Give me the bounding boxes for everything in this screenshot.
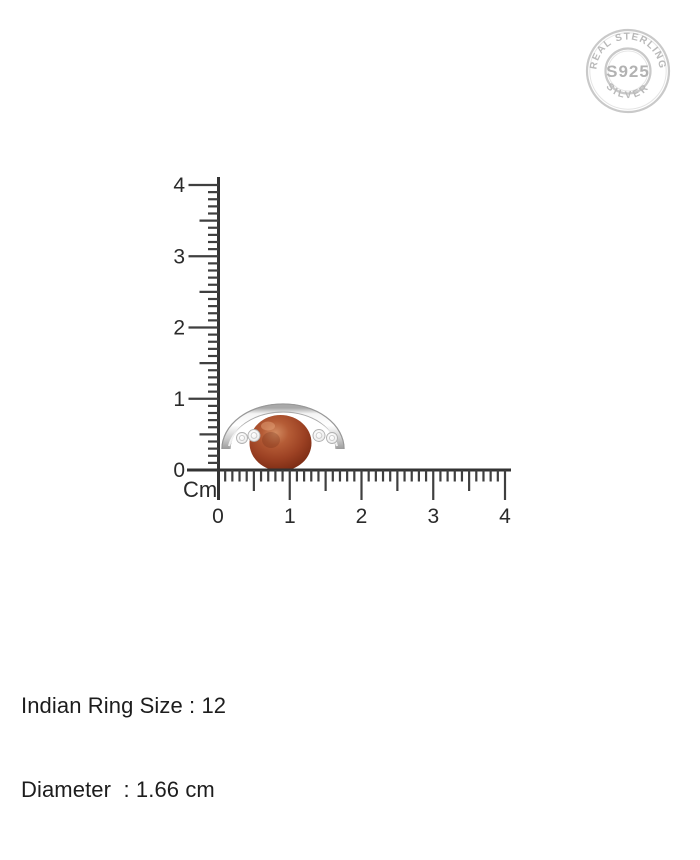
side-stone-right-inner <box>312 429 326 442</box>
diameter-text: Diameter : 1.66 cm <box>21 777 215 802</box>
stone-facet <box>250 432 258 439</box>
h-label-3: 3 <box>427 505 439 528</box>
ring-measurement-scene: 0 1 2 3 4 0 1 2 3 4 Cm <box>173 174 511 528</box>
ring-photo <box>221 403 345 471</box>
horizontal-ruler-ticks <box>224 470 507 500</box>
stamp-outer-ring <box>585 28 671 114</box>
ring-size-text: Indian Ring Size : 12 <box>21 693 227 718</box>
product-image-canvas: REAL STERLING SILVER S925 <box>21 28 671 802</box>
stone-facet <box>328 434 336 442</box>
v-label-2: 2 <box>173 317 185 340</box>
v-label-4: 4 <box>173 174 185 197</box>
stamp-center-text: S925 <box>606 62 650 81</box>
v-label-1: 1 <box>173 388 185 411</box>
stone-facet <box>238 434 246 442</box>
stamp-inner-ring <box>604 47 652 95</box>
horizontal-ruler-labels: 0 1 2 3 4 <box>212 505 511 528</box>
h-label-2: 2 <box>356 505 368 528</box>
product-details: Indian Ring Size : 12 Diameter : 1.66 cm <box>21 636 226 860</box>
pearl-center-shade <box>262 432 280 448</box>
sterling-silver-stamp: REAL STERLING SILVER S925 <box>585 28 671 114</box>
ring-band-shine <box>227 412 339 447</box>
side-stones <box>236 429 338 444</box>
h-label-4: 4 <box>499 505 511 528</box>
side-stone-left-inner <box>247 429 261 442</box>
ruler: 0 1 2 3 4 0 1 2 3 4 Cm <box>173 174 511 528</box>
stamp-inner-ring-inner-edge <box>607 50 649 92</box>
vertical-ruler-labels: 0 1 2 3 4 <box>173 174 185 482</box>
pearl-highlight <box>261 421 275 431</box>
ring-band-outer-edge <box>221 403 345 450</box>
pearl <box>249 415 312 471</box>
stamp-outer-ring-inner-edge <box>589 32 667 110</box>
ruler-unit-label: Cm <box>183 477 217 502</box>
h-label-1: 1 <box>284 505 296 528</box>
stone-facet <box>315 432 323 439</box>
vertical-ruler-ticks <box>188 183 219 464</box>
side-stone-right-outer <box>326 432 338 444</box>
ring-band <box>221 403 345 450</box>
h-label-0: 0 <box>212 505 224 528</box>
side-stone-left-outer <box>236 432 248 444</box>
v-label-0: 0 <box>173 459 185 482</box>
v-label-3: 3 <box>173 246 185 269</box>
